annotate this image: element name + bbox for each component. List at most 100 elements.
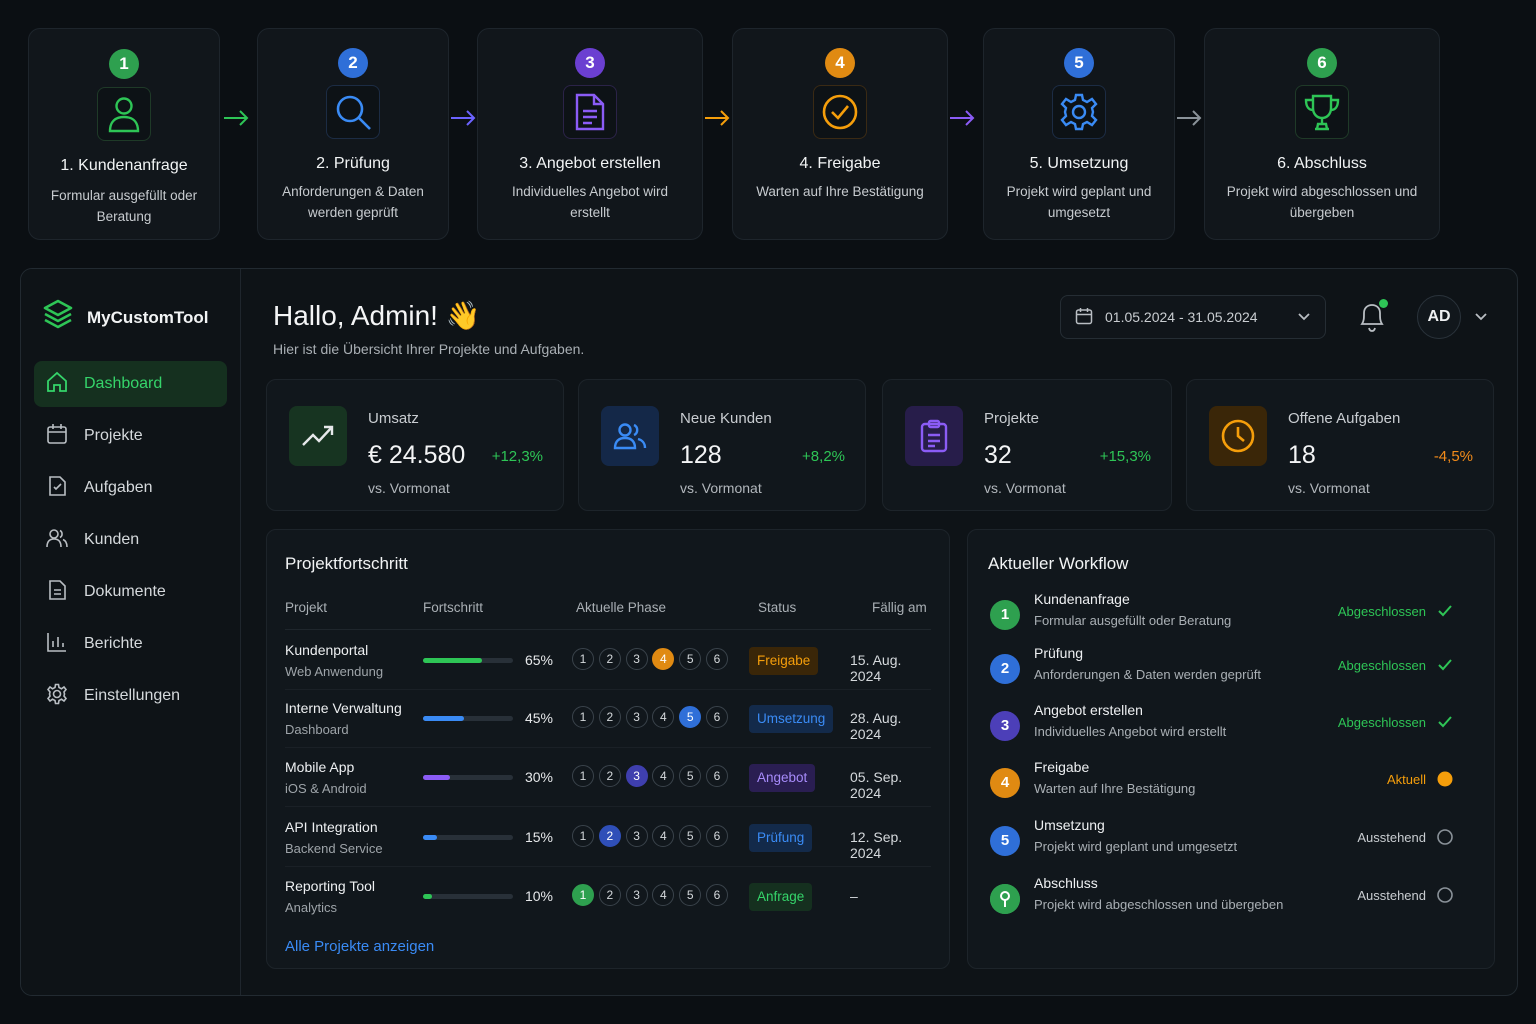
workflow-step[interactable]: 5 Umsetzung Projekt wird geplant und umges…: [988, 817, 1474, 880]
step-description: Individuelles Angebot wird erstellt: [511, 184, 669, 220]
workflow-step-title: Abschluss: [1034, 875, 1098, 891]
clipboard-icon: [905, 406, 963, 466]
tasks-icon: [46, 475, 84, 502]
sidebar-item-projekte[interactable]: Projekte: [34, 413, 227, 459]
workflow-status: Aktuell: [1386, 772, 1426, 787]
kpi-label: Umsatz: [368, 410, 419, 427]
brand[interactable]: MyCustomTool: [43, 299, 209, 336]
kpi-delta: +15,3%: [1099, 448, 1151, 465]
page-subtitle: Hier ist die Übersicht Ihrer Projekte un…: [273, 341, 585, 357]
bell-icon: [1358, 304, 1386, 337]
phase-step: 5: [679, 765, 702, 787]
all-projects-link[interactable]: Alle Projekte anzeigen: [285, 938, 435, 955]
project-name: Kundenportal: [285, 642, 369, 658]
table-row[interactable]: Kundenportal Web Anwendung 65% 1 2 3 4 5 6 Freiga…: [285, 631, 931, 690]
divider: [285, 629, 931, 630]
step-number-badge: 5: [990, 826, 1020, 856]
sidebar-item-label: Dokumente: [84, 583, 166, 600]
phase-step: 6: [705, 648, 728, 670]
gear-icon: [1052, 85, 1106, 139]
phase-step: 3: [625, 884, 648, 906]
sidebar-item-label: Einstellungen: [84, 687, 181, 704]
home-icon: [46, 371, 84, 398]
kpi-subtext: vs. Vormonat: [368, 480, 450, 496]
sidebar-item-dokumente[interactable]: Dokumente: [34, 569, 227, 615]
gear-icon: [46, 683, 84, 710]
kpi-delta: +8,2%: [802, 448, 845, 465]
step-title: 4. Freigabe: [799, 155, 881, 172]
kpi-card-neue-kunden[interactable]: Neue Kunden 128 +8,2% vs. Vormonat: [578, 379, 866, 511]
users-icon: [601, 406, 659, 466]
workflow-status: Ausstehend: [1357, 888, 1426, 903]
chevron-down-icon[interactable]: [1474, 309, 1488, 327]
table-row[interactable]: Interne Verwaltung Dashboard 45% 1 2 3 4 5 6 Umse…: [285, 689, 931, 748]
phase-step: 3: [625, 706, 648, 728]
due-date: –: [850, 888, 858, 904]
process-flow: 1 1. Kundenanfrage Formular ausgefüllt o…: [28, 28, 1448, 242]
phase-step: 3: [625, 648, 648, 670]
table-row[interactable]: API Integration Backend Service 15% 1 2 3 4 5 6 P…: [285, 808, 931, 867]
sidebar-item-label: Kunden: [84, 531, 140, 548]
sidebar-item-aufgaben[interactable]: Aufgaben: [34, 465, 227, 511]
calendar-icon: [46, 423, 84, 450]
empty-circle-icon: [1436, 886, 1454, 904]
workflow-step[interactable]: 2 Prüfung Anforderungen & Daten werden gep…: [988, 645, 1474, 708]
workflow-step-description: Individuelles Angebot wird erstellt: [1034, 724, 1227, 739]
due-date: 28. Aug. 2024: [850, 710, 902, 742]
kpi-card-projekte[interactable]: Projekte 32 +15,3% vs. Vormonat: [882, 379, 1172, 511]
workflow-status: Ausstehend: [1357, 830, 1426, 845]
table-row[interactable]: Reporting Tool Analytics 10% 1 2 3 4 5 6 Anfrage –: [285, 867, 931, 926]
sidebar-item-dashboard[interactable]: Dashboard: [34, 361, 227, 407]
progress-bar: [423, 716, 513, 721]
kpi-subtext: vs. Vormonat: [1288, 480, 1370, 496]
progress-bar: [423, 775, 513, 780]
phase-step: 5: [679, 825, 702, 847]
arrow-right-icon: [947, 106, 977, 130]
sidebar-item-kunden[interactable]: Kunden: [34, 517, 227, 563]
step-title: 6. Abschluss: [1277, 155, 1367, 172]
app-window: MyCustomTool Dashboard Projekte Aufgaben…: [20, 268, 1518, 996]
phase-step: 1: [572, 706, 594, 728]
kpi-card-umsatz[interactable]: Umsatz € 24.580 +12,3% vs. Vormonat: [266, 379, 564, 511]
workflow-step[interactable]: 3 Angebot erstellen Individuelles Angebot …: [988, 702, 1474, 765]
notification-dot: [1379, 299, 1388, 308]
pin-icon: [990, 884, 1020, 914]
phase-step: 2: [598, 765, 621, 787]
phase-step: 3: [625, 765, 648, 787]
avatar[interactable]: AD: [1417, 295, 1461, 339]
project-subtitle: Analytics: [285, 900, 338, 915]
chevron-down-icon: [1297, 309, 1311, 325]
project-subtitle: Web Anwendung: [285, 664, 384, 679]
step-title: 2. Prüfung: [316, 155, 390, 172]
status-badge: Umsetzung: [749, 705, 834, 733]
phase-step: 1: [572, 884, 594, 906]
workflow-step[interactable]: Abschluss Projekt wird abgeschlossen und …: [988, 875, 1474, 938]
progress-percent: 45%: [524, 710, 553, 726]
workflow-step[interactable]: 1 Kundenanfrage Formular ausgefüllt oder B…: [988, 591, 1474, 654]
kpi-value: 18: [1288, 441, 1316, 469]
project-name: API Integration: [285, 819, 378, 835]
project-name: Mobile App: [285, 759, 355, 775]
sidebar-item-einstellungen[interactable]: Einstellungen: [34, 673, 227, 719]
kpi-subtext: vs. Vormonat: [680, 480, 762, 496]
process-step-6: 6 6. Abschluss Projekt wird abgeschlosse…: [1204, 28, 1440, 240]
phase-step: 1: [572, 648, 594, 670]
sidebar-item-berichte[interactable]: Berichte: [34, 621, 227, 667]
date-range-picker[interactable]: 01.05.2024 - 31.05.2024: [1060, 295, 1326, 339]
notifications-button[interactable]: [1358, 299, 1388, 333]
progress-bar-fill: [423, 658, 482, 663]
step-number-badge: 3: [990, 711, 1020, 741]
step-number-badge: 4: [825, 48, 855, 78]
workflow-step-title: Umsetzung: [1034, 817, 1105, 833]
step-description: Projekt wird geplant und umgesetzt: [1006, 184, 1152, 220]
kpi-delta: +12,3%: [491, 448, 543, 465]
due-date: 05. Sep. 2024: [850, 769, 903, 801]
table-row[interactable]: Mobile App iOS & Android 30% 1 2 3 4 5 6 Angebot 0…: [285, 748, 931, 807]
panel-title: Projektfortschritt: [285, 554, 408, 573]
workflow-step[interactable]: 4 Freigabe Warten auf Ihre Bestätigung Aktu…: [988, 759, 1474, 822]
kpi-card-offene-aufgaben[interactable]: Offene Aufgaben 18 -4,5% vs. Vormonat: [1186, 379, 1494, 511]
phase-step: 6: [705, 706, 728, 728]
progress-bar: [423, 894, 513, 899]
kpi-value: € 24.580: [368, 441, 466, 469]
